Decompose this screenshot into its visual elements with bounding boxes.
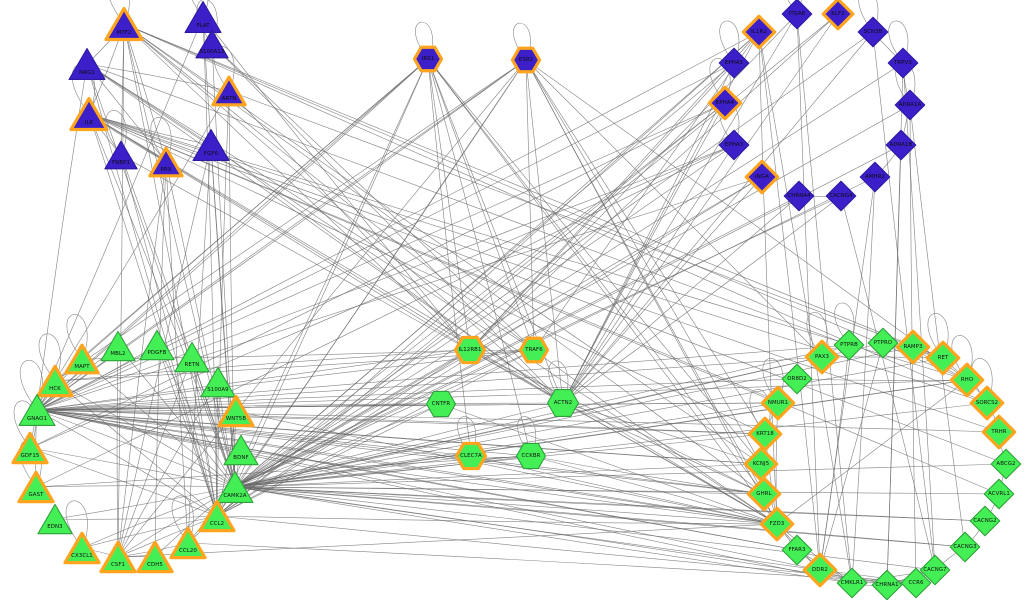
graph-node-s100a9[interactable] [198,362,238,402]
graph-node-gast[interactable] [16,467,56,507]
graph-node-epha3[interactable] [716,127,751,162]
graph-node-trhr[interactable] [980,413,1017,450]
graph-node-ccl20[interactable] [168,523,208,563]
graph-node-nmur1[interactable] [759,384,796,421]
graph-node-trpv3[interactable] [885,45,920,80]
graph-node-itga8[interactable] [779,0,814,32]
graph-node-ilk[interactable] [68,93,110,135]
graph-node-il12rb1[interactable] [453,334,487,367]
graph-node-mapt[interactable] [63,340,100,377]
graph-node-gdf15[interactable] [10,428,50,468]
graph-node-cmklr1[interactable] [834,565,869,600]
graph-node-cacng2[interactable] [967,503,1002,538]
graph-node-fnbp1[interactable] [102,136,139,173]
graph-node-scn3b[interactable] [855,14,890,49]
graph-node-epha5[interactable] [716,45,751,80]
graph-node-fgf6[interactable] [190,124,232,166]
graph-node-adra1a[interactable] [892,87,927,122]
graph-node-camk2a[interactable] [214,466,256,508]
graph-node-pdgfb[interactable] [137,325,177,365]
graph-node-epha4[interactable] [706,84,743,121]
graph-node-esr2[interactable] [510,45,542,76]
graph-node-ghrl[interactable] [745,475,782,512]
graph-node-pax3[interactable] [803,338,840,375]
graph-node-ddr2[interactable] [801,551,838,588]
graph-node-cacng7[interactable] [917,552,952,587]
graph-node-mtf2[interactable] [103,3,145,45]
graph-node-prx[interactable] [147,143,184,180]
graph-node-acvrl1[interactable] [981,476,1016,511]
graph-node-inga[interactable] [743,158,780,195]
graph-node-plat[interactable] [182,0,224,38]
graph-node-il1r2[interactable] [740,13,777,50]
graph-node-fzd3[interactable] [758,505,795,542]
graph-node-artn[interactable] [210,72,247,109]
graph-node-clec7a[interactable] [454,440,488,473]
graph-node-krt18[interactable] [746,415,783,452]
graph-node-cntfr[interactable] [425,388,458,421]
graph-node-irs1[interactable] [412,44,444,75]
graph-node-rho[interactable] [948,361,985,398]
graph-node-ramp3[interactable] [894,328,931,365]
graph-node-s100a12[interactable] [193,25,230,62]
graph-node-sorcs2[interactable] [968,384,1005,421]
graph-node-ptprb[interactable] [831,327,866,362]
graph-node-or8d2[interactable] [779,361,814,396]
graph-node-ptpro[interactable] [865,325,900,360]
graph-node-cdh5[interactable] [135,537,175,577]
graph-node-adra1b[interactable] [883,127,918,162]
graph-node-retn[interactable] [172,337,212,377]
graph-node-hck[interactable] [35,361,75,401]
graph-node-nrg1[interactable] [66,43,108,85]
graph-node-cckbr[interactable] [515,440,548,473]
graph-node-ret[interactable] [924,339,961,376]
graph-node-edn3[interactable] [35,499,75,539]
graph-node-mbl2[interactable] [98,326,138,366]
graph-node-cacng3[interactable] [947,529,982,564]
graph-node-ffar3[interactable] [779,532,814,567]
graph-node-bdnf[interactable] [221,430,261,470]
graph-node-cacng4[interactable] [823,178,858,213]
graph-node-csf1[interactable] [98,537,138,577]
graph-node-klf2[interactable] [820,0,855,32]
graph-node-wnt5b[interactable] [216,391,256,431]
graph-node-cx3cl1[interactable] [62,528,102,568]
graph-node-gnao1[interactable] [16,389,58,431]
graph-node-ccr6[interactable] [898,565,933,600]
graph-node-abcg2[interactable] [988,446,1023,481]
graph-node-chrna4[interactable] [781,178,816,213]
graph-node-traf6[interactable] [518,335,550,366]
graph-node-actn2[interactable] [545,385,580,420]
graph-node-ccl2[interactable] [197,496,237,536]
graph-node-amhr2[interactable] [857,159,892,194]
